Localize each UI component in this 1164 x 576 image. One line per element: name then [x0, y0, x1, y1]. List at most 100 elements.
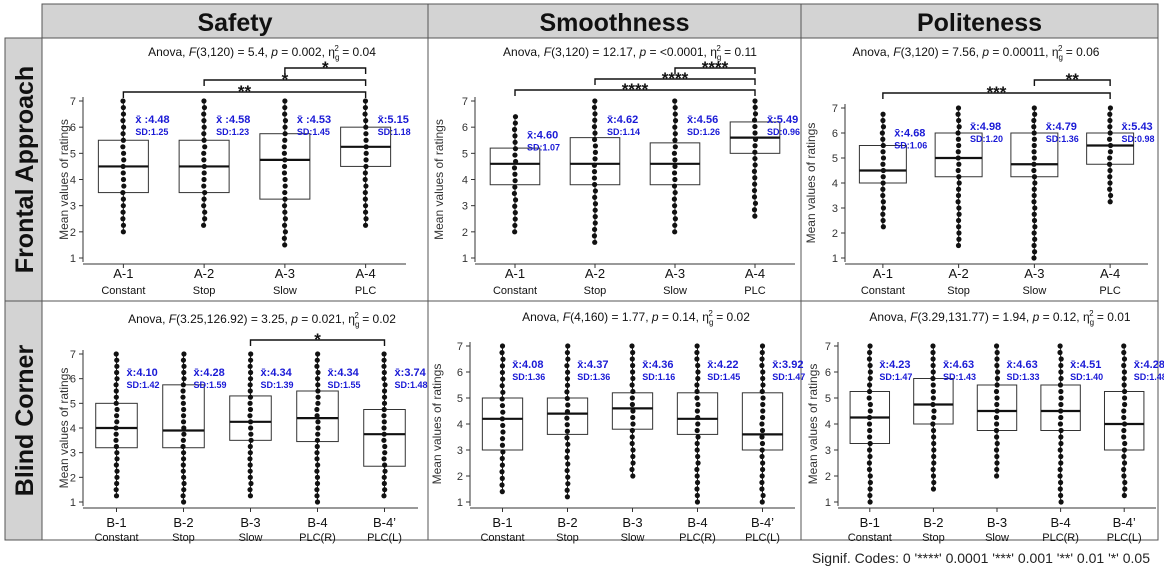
- y-tick-label: 1: [832, 253, 838, 265]
- data-point: [752, 175, 758, 181]
- data-point: [113, 493, 120, 499]
- data-point: [180, 443, 186, 450]
- data-point: [1121, 408, 1127, 414]
- data-point: [564, 369, 571, 375]
- data-point: [247, 487, 253, 493]
- data-point: [956, 230, 962, 236]
- x-sub-label: Stop: [172, 532, 195, 544]
- data-point: [120, 189, 126, 196]
- data-point: [381, 388, 388, 394]
- data-point: [201, 150, 207, 156]
- y-tick-label: 5: [70, 148, 76, 160]
- data-point: [930, 375, 936, 382]
- data-point: [592, 130, 598, 136]
- data-point: [282, 124, 288, 130]
- data-point: [381, 394, 388, 400]
- data-point: [867, 349, 873, 356]
- panel-blind-corner-safety: Anova, F(3.25,126.92) = 3.25, p = 0.021,…: [57, 311, 428, 544]
- column-header-bg: [800, 3, 1159, 39]
- data-point: [1107, 167, 1113, 174]
- data-point: [994, 369, 1001, 375]
- data-point: [1121, 473, 1127, 479]
- data-point: [695, 369, 701, 375]
- data-point: [956, 205, 962, 211]
- data-point: [591, 175, 598, 181]
- data-point: [994, 473, 1000, 479]
- data-point: [120, 111, 127, 117]
- mean-label: x̄:4.23: [879, 359, 910, 371]
- y-tick-label: 2: [457, 471, 463, 483]
- sd-label: SD:1.36: [512, 372, 545, 382]
- x-tick-label: A-4: [745, 266, 765, 281]
- data-point: [880, 180, 886, 186]
- data-point: [880, 205, 887, 211]
- data-point: [694, 440, 700, 447]
- data-point: [592, 201, 599, 207]
- data-point: [1106, 161, 1113, 167]
- y-tick-label: 4: [457, 419, 463, 431]
- y-tick-label: 6: [457, 367, 463, 379]
- y-tick-label: 3: [457, 445, 463, 457]
- data-point: [362, 209, 369, 215]
- data-point: [759, 362, 765, 369]
- data-point: [760, 408, 766, 414]
- data-point: [564, 428, 570, 434]
- data-point: [759, 343, 766, 349]
- data-point: [759, 440, 766, 447]
- data-point: [512, 222, 518, 229]
- significance-stars: ***: [987, 83, 1007, 102]
- data-point: [672, 131, 678, 137]
- data-point: [512, 146, 519, 152]
- data-point: [1031, 186, 1037, 192]
- data-point: [592, 239, 598, 245]
- data-point: [930, 466, 936, 473]
- data-point: [564, 467, 570, 474]
- data-point: [630, 460, 636, 466]
- data-point: [120, 170, 126, 176]
- data-point: [120, 118, 126, 124]
- data-point: [592, 156, 598, 162]
- anova-text: Anova, F(3,120) = 12.17, p = <0.0001, ηg…: [503, 44, 757, 62]
- anova-text: Anova, F(4,160) = 1.77, p = 0.14, ηg2 = …: [522, 309, 750, 327]
- data-point: [1031, 192, 1037, 199]
- data-point: [866, 447, 873, 453]
- panel-frontal-approach-smoothness: Anova, F(3,120) = 12.17, p = <0.0001, ηg…: [432, 44, 800, 297]
- significance-bracket: [882, 92, 1111, 99]
- data-point: [201, 163, 207, 170]
- data-point: [1107, 149, 1113, 155]
- data-point: [751, 207, 758, 213]
- anova-text: Anova, F(3,120) = 5.4, p = 0.002, ηg2 = …: [148, 44, 376, 62]
- data-point: [752, 200, 759, 206]
- data-point: [363, 157, 369, 163]
- data-point: [499, 442, 506, 448]
- data-point: [282, 111, 288, 117]
- data-point: [113, 443, 119, 450]
- data-point: [694, 492, 700, 499]
- sd-label: SD:1.25: [135, 127, 168, 137]
- y-tick-label: 3: [70, 448, 76, 460]
- data-point: [500, 449, 506, 455]
- data-point: [867, 492, 873, 499]
- y-tick-label: 2: [70, 472, 76, 484]
- data-point: [592, 220, 598, 226]
- data-point: [363, 183, 369, 189]
- data-point: [315, 419, 321, 425]
- data-point: [1031, 249, 1038, 255]
- data-point: [511, 126, 518, 133]
- data-point: [759, 356, 765, 362]
- data-point: [1107, 105, 1114, 111]
- data-point: [180, 493, 186, 499]
- data-point: [120, 203, 126, 209]
- significance-stars: **: [238, 82, 252, 101]
- panel-frame: [800, 300, 1159, 541]
- data-point: [672, 176, 678, 183]
- x-tick-label: A-1: [113, 266, 133, 281]
- data-point: [1121, 460, 1128, 466]
- data-point: [1121, 414, 1127, 421]
- mean-label: x̄:4.28: [194, 367, 225, 379]
- data-point: [630, 388, 636, 395]
- data-point: [1031, 211, 1037, 217]
- data-point: [955, 192, 962, 199]
- mean-label: x̄:4.60: [527, 130, 558, 142]
- data-point: [314, 406, 320, 413]
